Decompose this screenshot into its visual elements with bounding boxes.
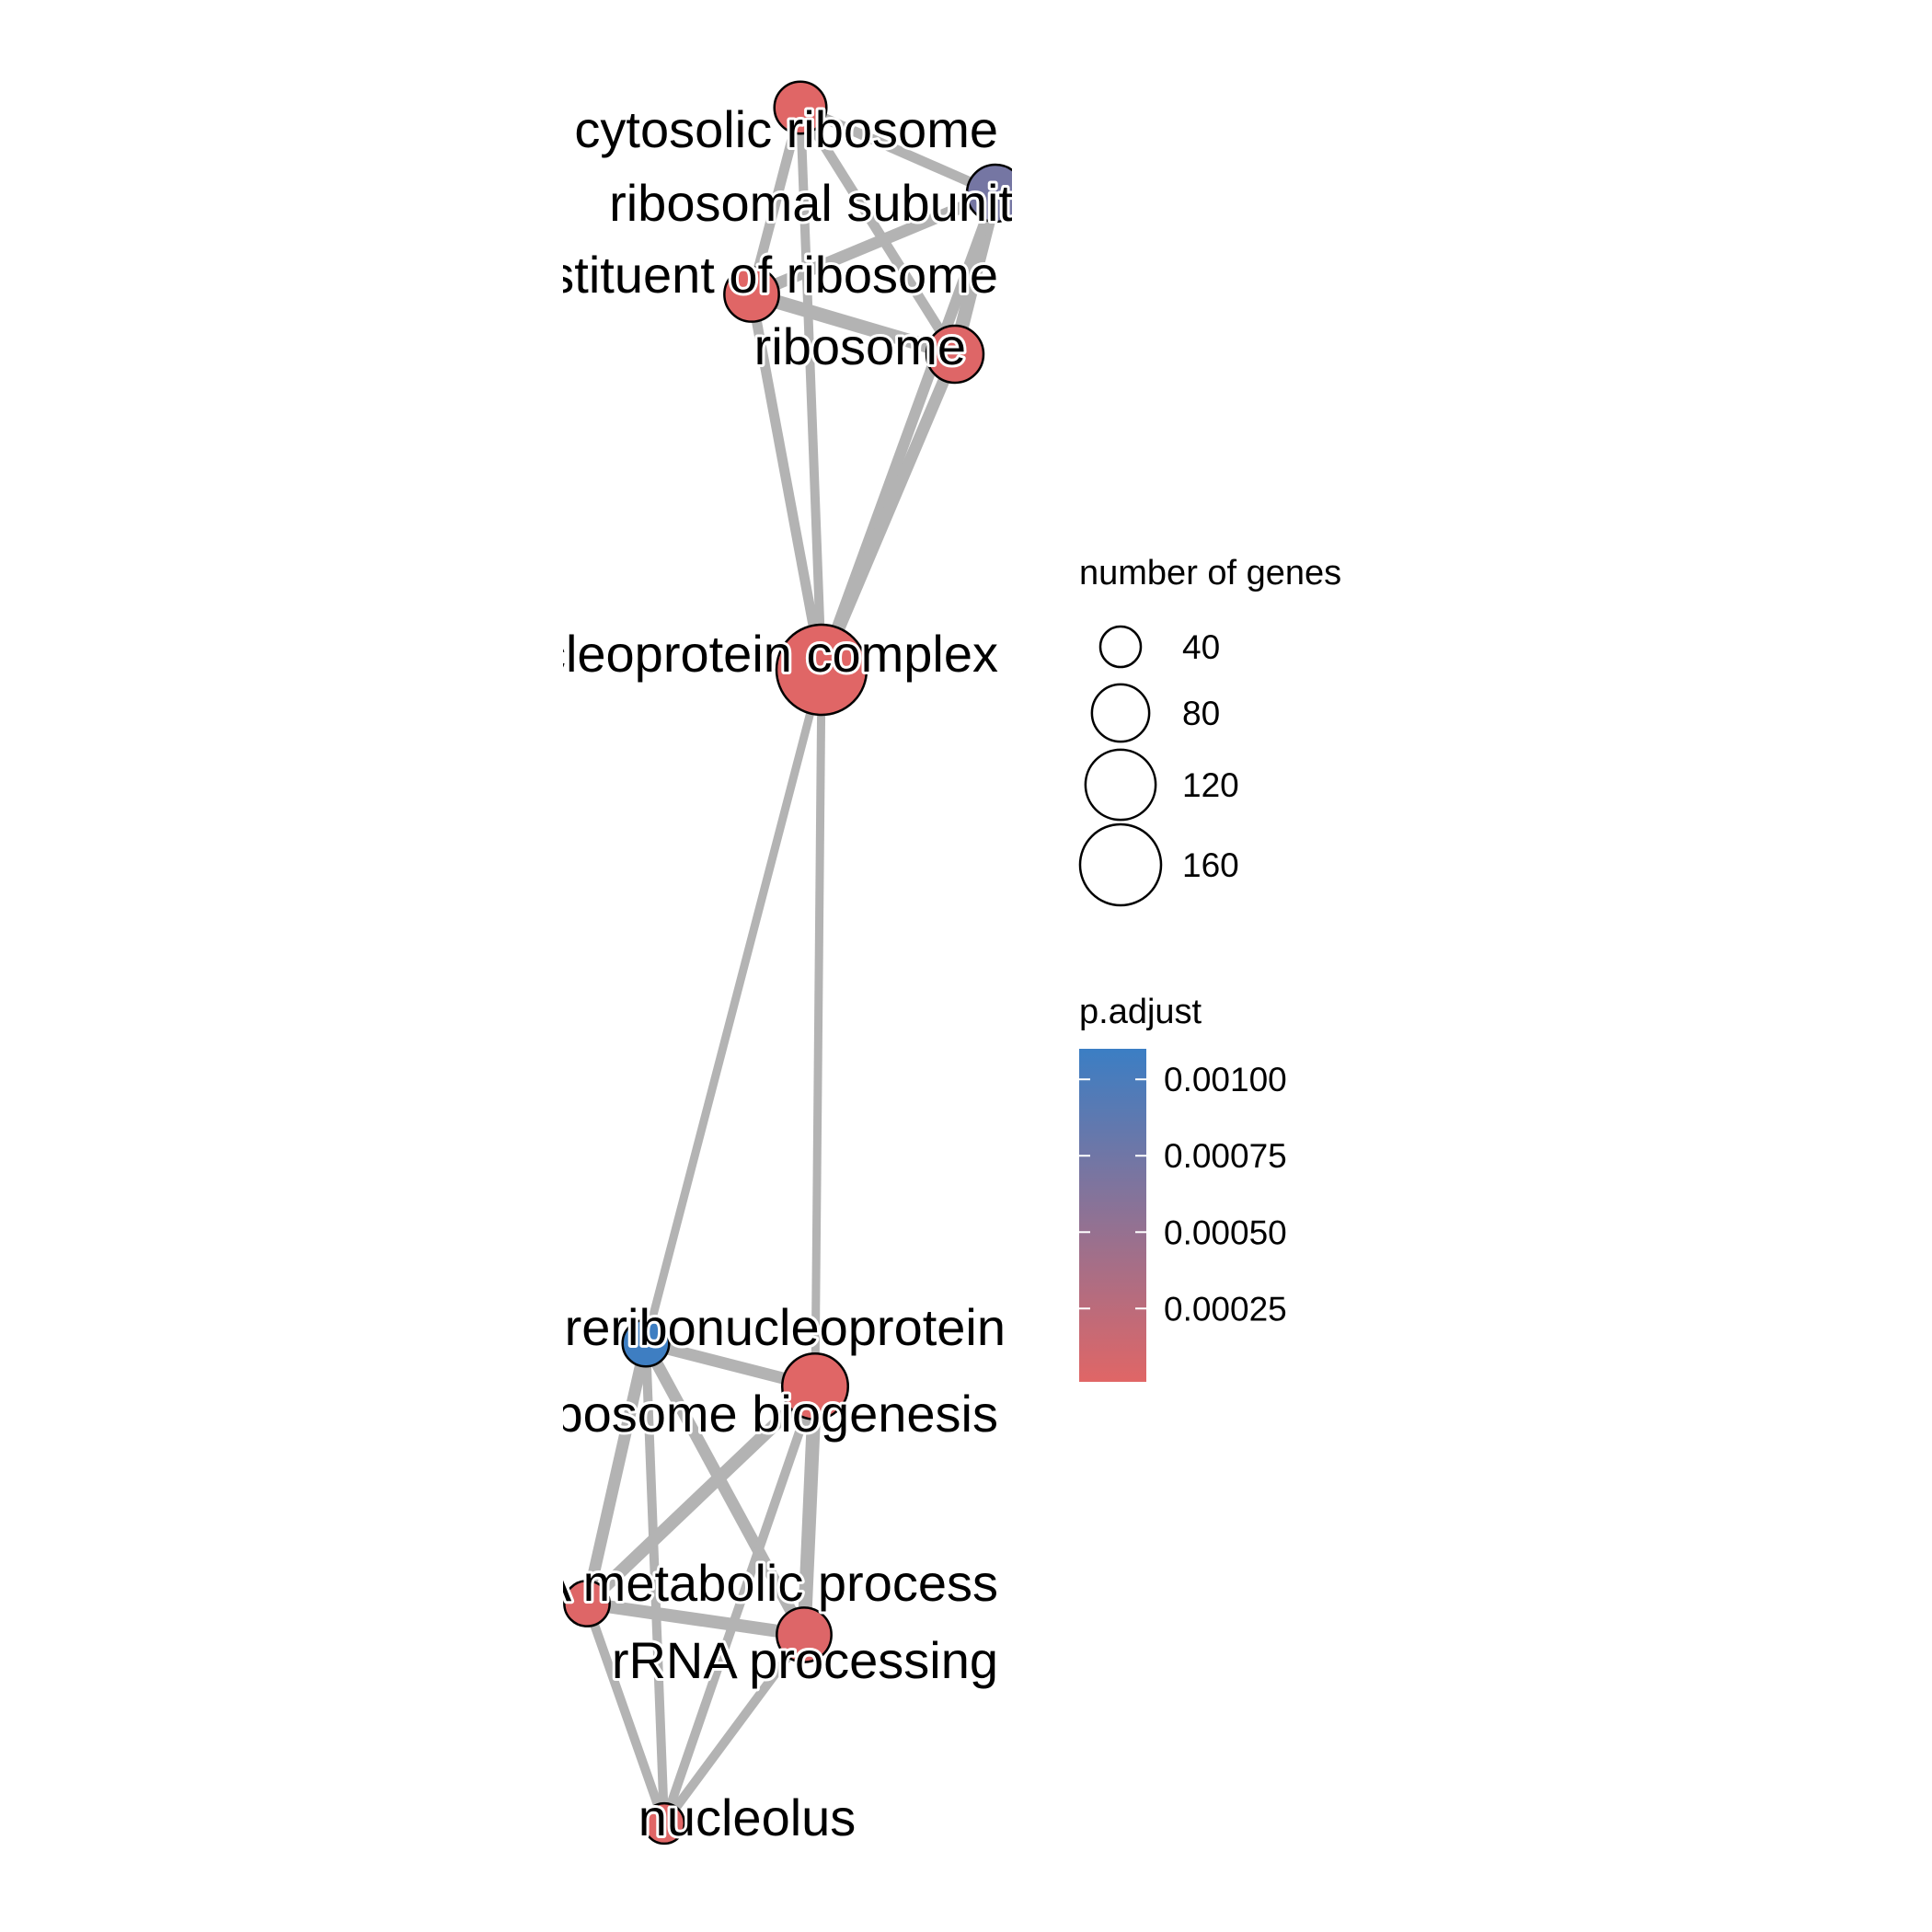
node-nucleolus [642, 1801, 686, 1846]
edge-structural_constituent-ribosome [749, 287, 958, 362]
color-legend-title: p.adjust [1079, 993, 1202, 1031]
size-legend-circle-160 [1078, 822, 1163, 907]
node-rrna_metabolic [563, 1580, 611, 1627]
edge-cytosolic_ribosome-ribonucleoprotein_complex [796, 107, 826, 671]
edge-ribosome_biogenesis-rrna_metabolic [582, 1381, 820, 1609]
node-cytosolic_ribosome [773, 80, 828, 135]
color-tick-label-0.00050: 0.00050 [1164, 1213, 1287, 1251]
node-ribosomal_subunit [965, 163, 1012, 224]
node-label-preribosome: preribonucleoprotein [535, 1298, 1006, 1356]
node-ribonucleoprotein_complex [775, 623, 868, 717]
edge-cytosolic_ribosome-structural_constituent [746, 106, 806, 296]
size-legend-label-40: 40 [1182, 628, 1220, 666]
edge-rrna_metabolic-nucleolus [582, 1602, 669, 1825]
node-label-ribosome: ribosome [754, 317, 966, 375]
edge-ribosome_biogenesis-nucleolus [660, 1385, 820, 1825]
edge-rrna_metabolic-rrna_processing [586, 1597, 805, 1641]
edge-rrna_processing-nucleolus [660, 1632, 809, 1826]
node-label-ribosomal_subunit: ribosomal subunit [609, 174, 1013, 232]
node-label-cytosolic_ribosome: cytosolic ribosome [574, 100, 998, 158]
edge-structural_constituent-ribonucleoprotein_complex [746, 293, 827, 672]
size-legend-title: number of genes [1079, 554, 1341, 592]
node-rrna_processing [776, 1606, 833, 1663]
size-legend-circle-120 [1084, 748, 1157, 822]
node-label-nucleolus: nucleolus [638, 1788, 857, 1846]
edge-ribosome-ribonucleoprotein_complex [816, 351, 960, 673]
node-preribosome [621, 1318, 671, 1368]
node-label-ribonucleoprotein_complex: ribonucleoprotein complex [397, 625, 998, 683]
node-ribosome_biogenesis [780, 1351, 850, 1421]
node-label-structural_constituent: structural constituent of ribosome [239, 246, 998, 304]
network-panel: cytosolic ribosome ribosomal subunit struc… [239, 80, 1013, 1849]
size-legend-label-160: 160 [1182, 846, 1239, 884]
edge-cytosolic_ribosome-ribosomal_subunit [798, 102, 998, 199]
edge-ribosomal_subunit-structural_constituent [749, 187, 998, 301]
color-legend: p.adjust 0.00100 0.00075 0.00050 0.00025 [1079, 993, 1287, 1382]
node-label-rrna_metabolic: rRNA metabolic process [445, 1554, 998, 1612]
color-legend-ticks: 0.00100 0.00075 0.00050 0.00025 [1079, 1061, 1287, 1328]
size-legend-label-120: 120 [1182, 766, 1239, 804]
node-ribosome [925, 324, 985, 385]
size-legend-circle-40 [1098, 625, 1143, 669]
edge-cytosolic_ribosome-ribosome [796, 105, 960, 357]
size-legend-label-80: 80 [1182, 695, 1220, 732]
node-label-ribosome_biogenesis: ribosome biogenesis [525, 1385, 998, 1443]
size-legend-entries: 40 80 120 160 [1078, 625, 1239, 907]
network-nodes [563, 80, 1012, 1846]
size-legend-circle-80 [1090, 683, 1151, 743]
color-legend-bar [1079, 1049, 1146, 1382]
edge-ribonucleoprotein_complex-preribosome [641, 668, 826, 1345]
edge-preribosome-nucleolus [641, 1342, 669, 1824]
edge-ribosome_biogenesis-rrna_processing [797, 1386, 822, 1636]
size-legend: number of genes 40 80 120 160 [1078, 554, 1341, 907]
edge-ribonucleoprotein_complex-ribosome_biogenesis [811, 669, 826, 1387]
color-tick-label-0.00100: 0.00100 [1164, 1061, 1287, 1098]
node-structural_constituent [723, 266, 780, 323]
edge-preribosome-rrna_processing [640, 1340, 810, 1639]
color-tick-label-0.00025: 0.00025 [1164, 1290, 1287, 1328]
node-label-rrna_processing: rRNA processing [612, 1631, 998, 1689]
edge-preribosome-rrna_metabolic [581, 1341, 652, 1605]
network-node-labels: cytosolic ribosome ribosomal subunit struc… [239, 98, 1013, 1849]
color-tick-label-0.00075: 0.00075 [1164, 1137, 1287, 1175]
